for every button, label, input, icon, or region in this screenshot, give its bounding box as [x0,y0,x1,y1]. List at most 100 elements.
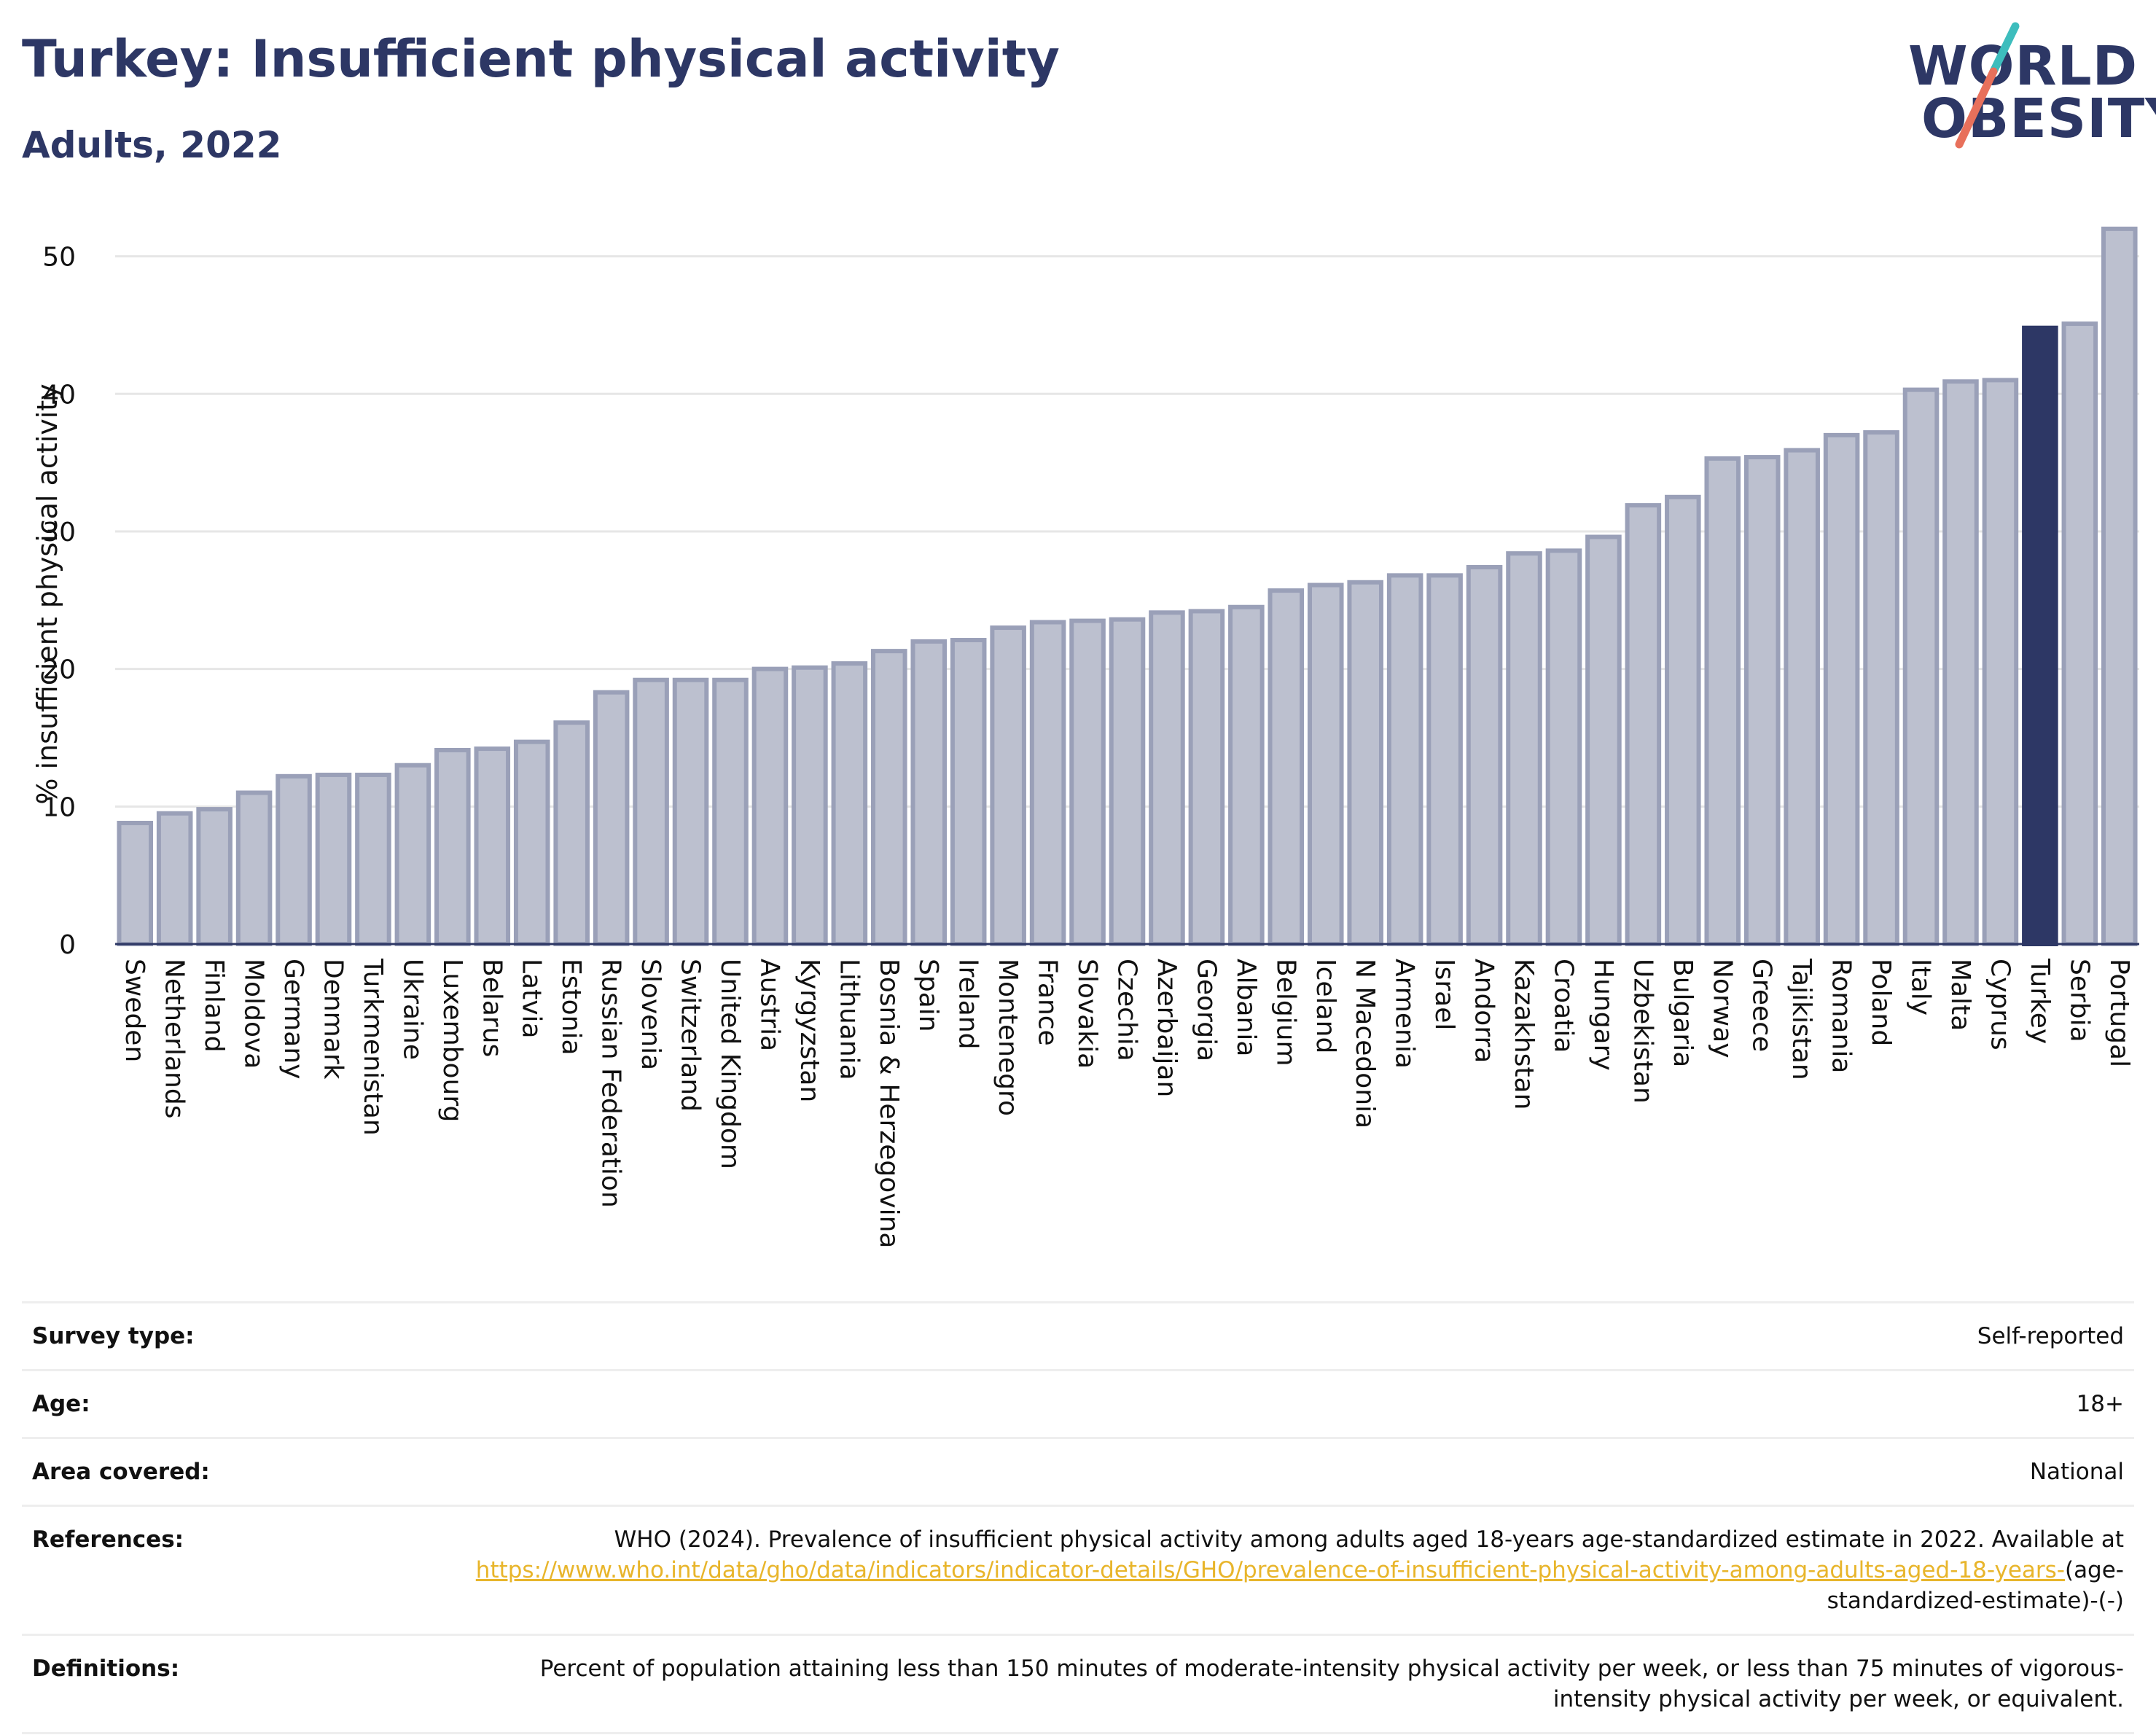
bar-spain [910,639,948,946]
x-tick-label: Israel [1429,959,1459,1030]
x-tick-label: Switzerland [676,959,706,1112]
bar-albania [1228,604,1265,946]
y-axis-label: % insufficient physical activity [31,383,63,804]
x-tick-label: Slovakia [1072,959,1102,1069]
bar-israel [1426,573,1463,946]
logo-line1: WORLD [1908,35,2139,98]
bar-bosnia-herzegovina [871,649,907,946]
x-tick-label: Ukraine [397,959,427,1060]
x-axis: Sweden Netherlands Finland Moldova Germany De… [115,943,2139,1248]
bar-hungary [1585,534,1622,946]
bar-france [1029,620,1066,946]
references-label: References: [32,1527,184,1553]
bar-belarus [474,746,511,947]
x-tick-label: Bosnia & Herzegovina [874,959,904,1248]
x-tick-label: Spain [913,959,943,1032]
x-tick-label: Kyrgyzstan [794,959,824,1102]
definitions-value: Percent of population attaining less tha… [539,1656,2124,1712]
bar-romania [1823,432,1860,946]
x-tick-label: Georgia [1191,959,1221,1061]
x-tick-label: Cyprus [1985,959,2015,1050]
bar-ireland [950,638,987,946]
bar-turkmenistan [355,772,391,946]
age-label: Age: [32,1391,90,1417]
bar-portugal [2101,226,2138,947]
x-tick-label: Iceland [1311,959,1340,1053]
bar-netherlands [156,811,193,946]
bar-luxembourg [434,747,471,947]
logo-slash-icon [1955,22,2020,149]
bar-malta [1942,379,1979,946]
x-tick-label: Romania [1827,959,1856,1073]
bar-finland [196,807,233,947]
x-tick-label: Estonia [556,959,586,1056]
x-tick-label: Norway [1707,959,1737,1058]
x-tick-label: Tajikistan [1786,958,1816,1080]
y-tick-label: 20 [42,655,76,685]
bar-cyprus [1982,378,2019,946]
bar-n-macedonia [1347,580,1383,946]
x-tick-label: Poland [1866,959,1896,1046]
x-tick-label: Moldova [239,959,269,1069]
x-tick-label: Albania [1231,959,1261,1056]
y-tick-label: 50 [42,243,76,273]
y-tick-label: 0 [59,930,76,960]
bar-moldova [235,790,273,946]
bar-georgia [1188,609,1225,946]
x-tick-label: Uzbekistan [1628,959,1657,1104]
meta-row-age: Age: 18+ [22,1369,2134,1437]
bar-switzerland [672,677,709,946]
page-subtitle: Adults, 2022 [22,124,282,166]
bar-belgium [1268,588,1305,947]
bar-kyrgyzstan [792,665,828,946]
y-tick-label: 10 [42,792,76,822]
bar-bulgaria [1665,494,1701,946]
bar-latvia [513,739,550,946]
meta-row-references: References: WHO (2024). Prevalence of in… [22,1505,2134,1634]
bar-turkey [2022,325,2058,946]
x-tick-label: France [1033,959,1063,1046]
x-tick-label: Bulgaria [1668,959,1698,1067]
bar-montenegro [990,625,1026,946]
x-tick-label: Netherlands [160,959,190,1118]
bar-united-kingdom [712,677,749,946]
world-obesity-logo: WORLD OBESITY [1902,20,2156,152]
bar-denmark [315,772,352,946]
y-tick-label: 30 [42,518,76,547]
area-label: Area covered: [32,1459,210,1485]
bars [117,226,2138,947]
references-value: WHO (2024). Prevalence of insufficient p… [469,1524,2124,1616]
x-tick-label: Turkey [2025,958,2055,1044]
x-tick-label: United Kingdom [715,959,745,1169]
references-link[interactable]: https://www.who.int/data/gho/data/indica… [475,1557,2065,1583]
bar-ukraine [394,763,431,946]
bar-estonia [553,720,590,947]
bar-sweden [117,820,154,947]
bar-slovenia [633,677,669,946]
y-tick-label: 40 [42,380,76,410]
bar-azerbaijan [1149,610,1185,946]
x-tick-label: Czechia [1112,959,1142,1061]
meta-row-definitions: Definitions: Percent of population attai… [22,1634,2134,1734]
x-tick-label: Armenia [1390,959,1420,1069]
x-tick-label: Italy [1906,959,1936,1015]
x-tick-label: Portugal [2104,959,2134,1067]
survey-type-value: Self-reported [1977,1323,2124,1349]
x-tick-label: Malta [1945,959,1975,1031]
x-tick-label: Hungary [1588,959,1618,1071]
x-tick-label: Andorra [1469,959,1499,1063]
x-tick-label: Luxembourg [437,959,467,1122]
x-tick-label: Croatia [1548,959,1578,1053]
bar-lithuania [831,661,868,947]
x-tick-label: Denmark [318,959,348,1080]
x-tick-label: Sweden [120,959,149,1062]
definitions-label: Definitions: [32,1656,180,1682]
x-tick-label: Greece [1747,959,1777,1052]
references-suffix: (age-standardized-estimate)-(-) [1827,1557,2124,1614]
bar-uzbekistan [1625,503,1662,946]
x-tick-label: Azerbaijan [1152,959,1181,1097]
bar-poland [1863,430,1899,946]
meta-row-area: Area covered: National [22,1437,2134,1505]
bar-chart: 0 10 20 30 40 50 Sweden Netherlands Finland Mold… [31,226,2139,1248]
x-tick-label: Lithuania [834,959,864,1080]
